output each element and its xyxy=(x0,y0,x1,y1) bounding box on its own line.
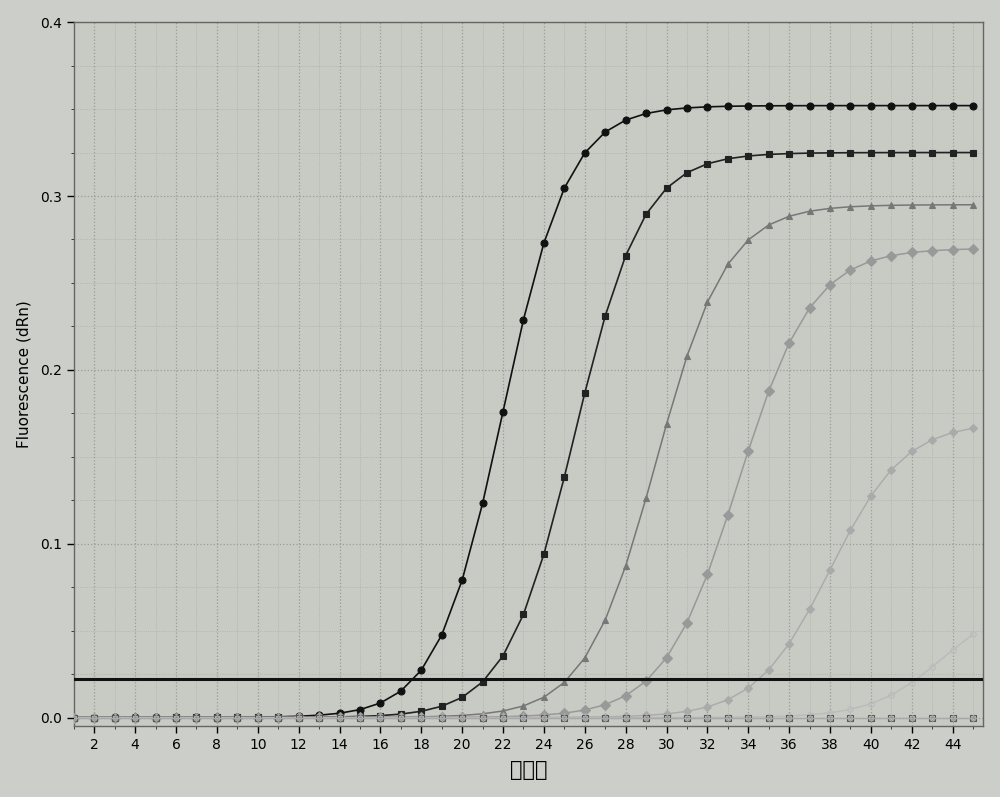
X-axis label: 循环数: 循环数 xyxy=(510,760,547,780)
Y-axis label: Fluorescence (dRn): Fluorescence (dRn) xyxy=(17,300,32,448)
